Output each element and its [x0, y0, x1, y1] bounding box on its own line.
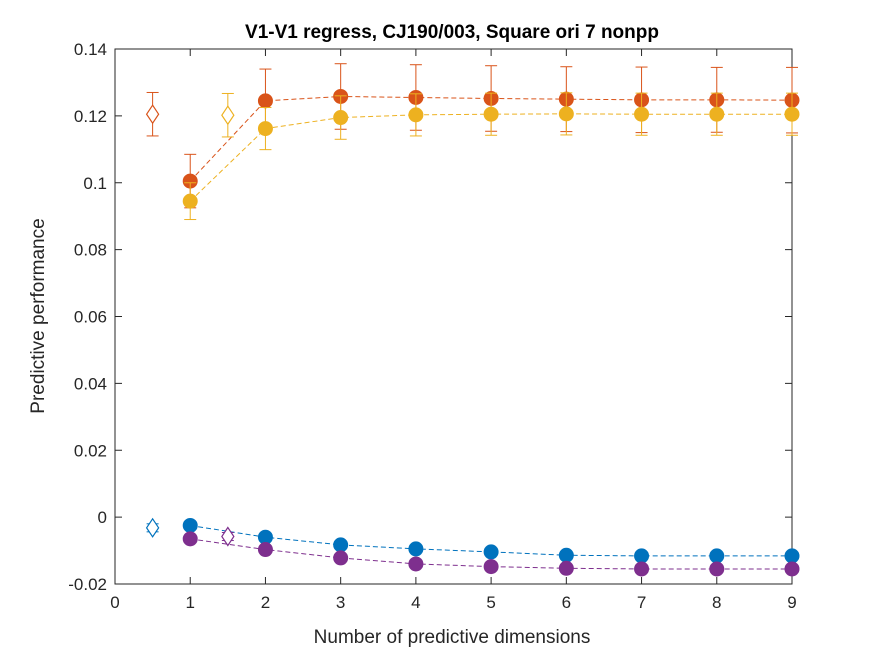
- data-point: [408, 107, 424, 123]
- series-1: [182, 92, 800, 221]
- data-point: [483, 106, 499, 122]
- series-line: [189, 95, 793, 182]
- data-point: [333, 550, 349, 566]
- y-axis-label: Predictive performance: [28, 218, 49, 413]
- data-point: [634, 548, 650, 564]
- x-tick-label: 7: [637, 593, 646, 612]
- data-point: [182, 517, 198, 533]
- y-tick-label: 0.14: [74, 40, 107, 59]
- series-2: [145, 517, 800, 564]
- data-series: [145, 63, 800, 577]
- data-point: [558, 560, 574, 576]
- reference-diamond-marker: [221, 105, 235, 126]
- x-tick-label: 4: [411, 593, 420, 612]
- y-tick-label: 0.08: [74, 241, 107, 260]
- x-tick-label: 8: [712, 593, 721, 612]
- series-3: [182, 526, 800, 577]
- data-point: [483, 559, 499, 575]
- data-point: [333, 110, 349, 126]
- data-point: [634, 106, 650, 122]
- y-tick-label: 0: [98, 508, 107, 527]
- x-tick-label: 2: [261, 593, 270, 612]
- x-tick-label: 0: [110, 593, 119, 612]
- data-point: [558, 106, 574, 122]
- y-tick-label: -0.02: [68, 575, 107, 594]
- data-point: [257, 93, 273, 109]
- data-point: [784, 548, 800, 564]
- x-tick-label: 5: [486, 593, 495, 612]
- chart-title: V1-V1 regress, CJ190/003, Square ori 7 n…: [245, 22, 659, 43]
- data-point: [634, 561, 650, 577]
- axes-box: [114, 48, 793, 585]
- data-point: [333, 537, 349, 553]
- reference-diamond-marker: [145, 104, 160, 125]
- data-point: [558, 547, 574, 563]
- data-point: [709, 548, 725, 564]
- x-tick-label: 3: [336, 593, 345, 612]
- x-tick-label: 1: [185, 593, 194, 612]
- data-point: [709, 561, 725, 577]
- y-tick-label: 0.06: [74, 308, 107, 327]
- y-tick-label: 0.1: [83, 174, 107, 193]
- x-tick-label: 6: [562, 593, 571, 612]
- data-point: [709, 106, 725, 122]
- data-point: [408, 541, 424, 557]
- data-point: [257, 542, 273, 558]
- data-point: [784, 561, 800, 577]
- data-point: [182, 193, 198, 209]
- x-tick-label: 9: [787, 593, 796, 612]
- data-point: [257, 121, 273, 137]
- y-tick-labels: -0.02 0 0.02 0.04 0.06 0.08 0.1 0.12 0.14: [68, 40, 107, 594]
- y-tick-label: 0.12: [74, 107, 107, 126]
- x-axis-label: Number of predictive dimensions: [314, 627, 591, 648]
- data-point: [483, 544, 499, 560]
- data-point: [408, 556, 424, 572]
- x-tick-labels: 0 1 2 3 4 5 6 7 8 9: [110, 593, 796, 612]
- data-point: [784, 106, 800, 122]
- reference-diamond-marker: [145, 517, 160, 538]
- data-point: [182, 531, 198, 547]
- y-tick-label: 0.02: [74, 441, 107, 460]
- reference-diamond-marker: [221, 526, 235, 547]
- y-tick-label: 0.04: [74, 374, 107, 393]
